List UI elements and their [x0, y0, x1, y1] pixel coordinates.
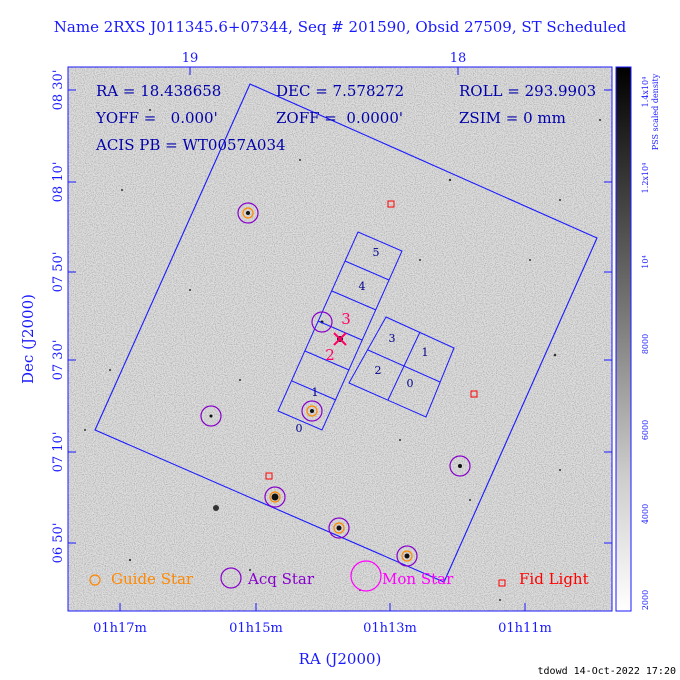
acis-i-chip-label: 2: [375, 364, 382, 377]
footer-timestamp: tdowd 14-Oct-2022 17:20: [537, 666, 676, 677]
top-tick-label: 19: [182, 51, 199, 66]
left-tick-label: 07 30': [51, 340, 66, 381]
acis-i-chip-label: 0: [407, 377, 414, 390]
bottom-tick-label: 01h15m: [229, 621, 283, 636]
tick-marks: [68, 67, 612, 611]
legend-label: Fid Light: [519, 570, 589, 588]
x-axis-label: RA (J2000): [299, 650, 382, 668]
mon-star-legend-icon: [350, 560, 382, 592]
roll-readout: ROLL = 293.9903: [459, 82, 596, 100]
acis-s-chip-label: 0: [296, 422, 303, 435]
plot-frame: [67, 66, 613, 612]
colorbar-tick-label: 6000: [641, 420, 650, 440]
y-axis-label: Dec (J2000): [19, 294, 37, 384]
guide-star-legend-icon: [89, 574, 101, 586]
left-tick-label: 07 50': [51, 252, 66, 293]
colorbar: 2000 4000 6000 8000 10⁴ 1.2x10⁴ 1.4x10⁴ …: [615, 66, 660, 612]
target-marker: [333, 332, 347, 346]
acq-star-legend-icon: [220, 567, 242, 589]
bottom-tick-label: 01h17m: [93, 621, 147, 636]
colorbar-tick-label: 4000: [641, 504, 650, 524]
zsim-readout: ZSIM = 0 mm: [459, 109, 566, 127]
colorbar-tick-label: 2000: [641, 590, 650, 610]
dec-readout: DEC = 7.578272: [276, 82, 404, 100]
field-outline: [94, 83, 598, 583]
acis-i-chip-label: 1: [422, 346, 429, 359]
legend-label: Acq Star: [247, 570, 315, 588]
colorbar-tick-label: 10⁴: [641, 255, 650, 268]
legend-label: Mon Star: [382, 570, 454, 588]
left-tick-label: 08 10': [51, 162, 66, 203]
acq-stars: [200, 202, 471, 567]
ra-readout: RA = 18.438658: [96, 82, 221, 100]
acis-s-chip-label: 1: [312, 386, 319, 399]
bottom-tick-label: 01h13m: [363, 621, 417, 636]
acis-i-chips: [348, 316, 455, 418]
target-label: 2: [325, 346, 335, 364]
bottom-tick-label: 01h11m: [498, 621, 552, 636]
acis-readout: ACIS PB = WT0057A034: [95, 136, 286, 154]
zoff-readout: ZOFF = 0.0000': [276, 109, 403, 127]
acis-s-chip-label: 5: [373, 246, 380, 259]
guide-stars: [242, 207, 413, 562]
left-tick-label: 07 10': [51, 432, 66, 473]
yoff-readout: YOFF = 0.000': [95, 109, 218, 127]
plot-title: Name 2RXS J011345.6+07344, Seq # 201590,…: [53, 18, 627, 36]
colorbar-tick-label: 1.2x10⁴: [641, 163, 650, 194]
fid-light-legend-icon: [498, 579, 506, 587]
colorbar-tick-label: 1.4x10⁴: [641, 77, 650, 108]
acis-i-chip-label: 3: [389, 332, 396, 345]
fid-lights: [265, 200, 478, 480]
acis-s-chip-label: 4: [359, 280, 366, 293]
colorbar-tick-label: 8000: [641, 334, 650, 354]
legend-label: Guide Star: [111, 570, 194, 588]
left-tick-label: 08 30': [51, 70, 66, 111]
left-tick-label: 06 50': [51, 523, 66, 564]
colorbar-label: PSS scaled density: [651, 73, 660, 150]
acis-s-chips: [277, 231, 403, 431]
legend: Guide Star Acq Star Mon Star Fid Light: [89, 560, 589, 592]
top-tick-label: 18: [450, 51, 467, 66]
target-label: 3: [341, 310, 351, 328]
